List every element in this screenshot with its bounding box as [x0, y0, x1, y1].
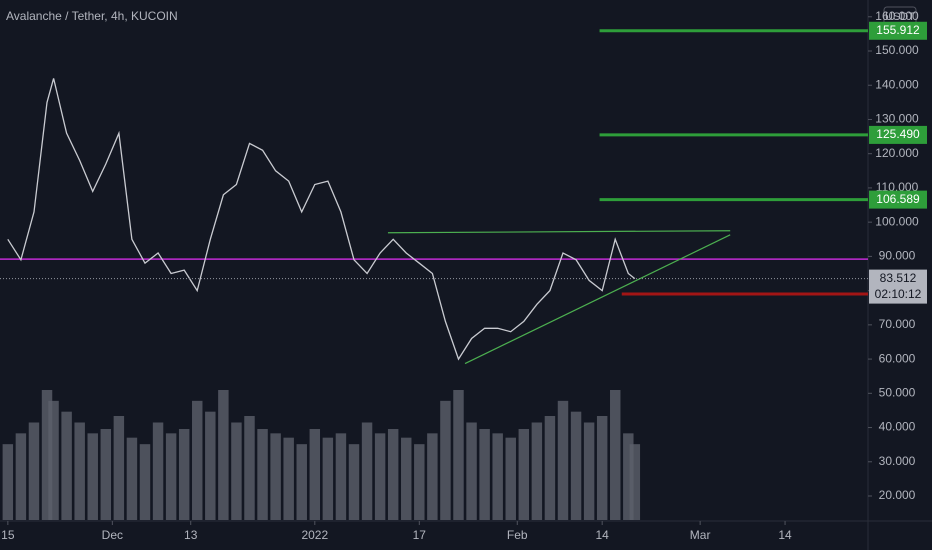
x-tick-label: 14 — [778, 528, 792, 542]
level-badge — [869, 21, 927, 40]
volume-bar — [244, 416, 255, 520]
last-price-badge — [869, 269, 927, 304]
level-label: 155.912 — [876, 23, 920, 37]
volume-bar — [15, 433, 27, 520]
volume-bar — [531, 422, 543, 520]
level-label: 125.490 — [876, 127, 920, 141]
price-line — [7, 78, 636, 361]
volume-bar — [74, 422, 85, 520]
volume-bar — [100, 429, 112, 520]
volume-bar — [165, 433, 177, 520]
volume-bar — [596, 416, 608, 520]
volume-bar — [505, 437, 516, 520]
y-tick-label: 150.000 — [875, 43, 919, 57]
volume-bar — [113, 416, 125, 520]
volume-bar — [61, 411, 72, 520]
volume-bar — [335, 433, 347, 520]
x-tick-label: Mar — [690, 528, 711, 542]
volume-bar — [205, 411, 216, 520]
volume-bar — [48, 400, 59, 520]
volume-bar — [126, 437, 138, 520]
volume-bar — [479, 429, 490, 520]
volume-bar — [492, 433, 503, 520]
volume-bar — [544, 416, 556, 520]
volume-bar — [309, 429, 321, 520]
volume-bar — [414, 444, 425, 520]
y-tick-label: 70.000 — [879, 317, 916, 331]
y-tick-label: 120.000 — [875, 146, 919, 160]
volume-bar — [557, 400, 569, 520]
trendline — [464, 234, 731, 365]
level-badge — [869, 190, 927, 209]
x-tick-label: Dec — [102, 528, 123, 542]
volume-bar — [270, 433, 281, 520]
volume-bar — [348, 444, 360, 520]
last-price-label: 83.512 — [880, 271, 917, 285]
volume-bar — [629, 444, 641, 520]
x-tick-label: 13 — [184, 528, 198, 542]
volume-bar — [583, 422, 595, 520]
x-tick-label: Feb — [507, 528, 528, 542]
y-tick-label: 20.000 — [879, 488, 916, 502]
volume-bar — [218, 390, 229, 520]
y-tick-label: 130.000 — [875, 112, 919, 126]
y-tick-label: 110.000 — [876, 180, 919, 194]
volume-bar — [361, 422, 373, 520]
volume-bar — [387, 429, 399, 520]
volume-bar — [623, 433, 634, 520]
currency: USDT — [885, 11, 915, 23]
level-badge — [869, 125, 927, 144]
x-tick-label: 14 — [595, 528, 609, 542]
level-label: 106.589 — [876, 192, 920, 206]
chart-title: Avalanche / Tether, 4h, KUCOIN — [6, 9, 178, 23]
y-tick-label: 60.000 — [879, 351, 916, 365]
volume-bar — [192, 400, 203, 520]
volume-bar — [401, 437, 412, 520]
volume-bar — [257, 429, 268, 520]
volume-bar — [87, 433, 98, 520]
volume-bar — [570, 411, 582, 520]
volume-bar — [610, 390, 621, 520]
volume-bar — [466, 422, 477, 520]
trendline — [387, 230, 731, 234]
x-tick-label: 17 — [413, 528, 427, 542]
volume-bar — [2, 444, 14, 520]
y-tick-label: 90.000 — [879, 249, 916, 263]
y-tick-label: 160.000 — [875, 9, 919, 23]
volume-bar — [152, 422, 164, 520]
volume-bar — [518, 429, 530, 520]
volume-bar — [231, 422, 242, 520]
volume-bar — [453, 390, 464, 520]
volume-bar — [178, 429, 190, 520]
volume-bar — [440, 400, 451, 520]
volume-bar — [139, 444, 151, 520]
y-tick-label: 100.000 — [875, 214, 919, 228]
y-tick-label: 50.000 — [879, 385, 916, 399]
x-tick-label: 15 — [1, 528, 15, 542]
y-tick-label: 40.000 — [879, 420, 916, 434]
y-tick-label: 30.000 — [879, 454, 916, 468]
volume-bar — [427, 433, 438, 520]
volume-bar — [374, 433, 386, 520]
volume-bar — [41, 390, 53, 520]
volume-bar — [322, 437, 334, 520]
y-tick-label: 140.000 — [875, 77, 919, 91]
countdown-label: 02:10:12 — [875, 287, 922, 301]
volume-bar — [296, 444, 307, 520]
x-tick-label: 2022 — [301, 528, 328, 542]
volume-bar — [28, 422, 40, 520]
volume-bar — [283, 437, 294, 520]
